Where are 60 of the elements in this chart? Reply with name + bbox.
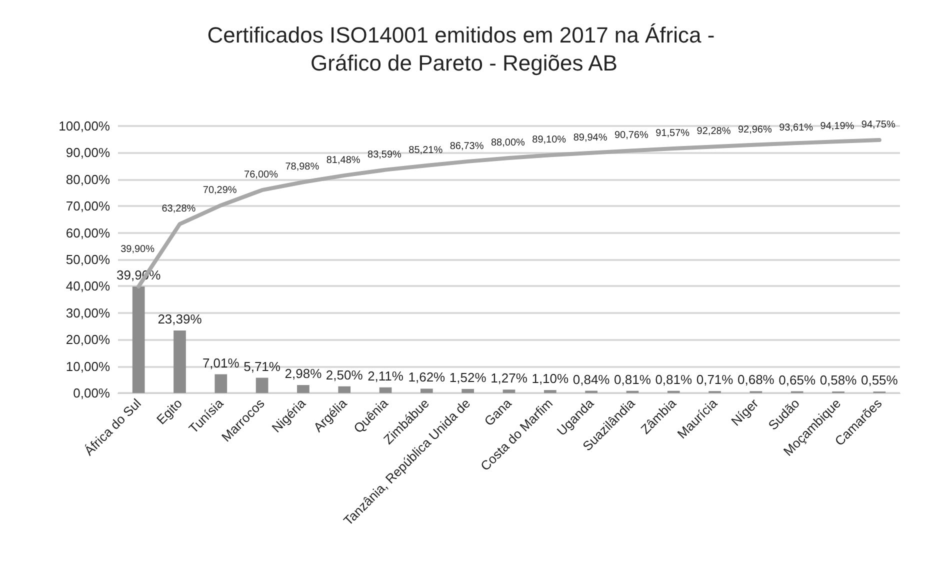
data-label: 7,01%	[202, 355, 240, 370]
bar	[256, 378, 268, 393]
data-label: 86,73%	[450, 140, 484, 152]
y-tick-label: 10,00%	[66, 358, 110, 374]
y-tick-label: 40,00%	[66, 278, 110, 294]
y-tick-label: 20,00%	[66, 332, 110, 348]
data-label: 39,90%	[120, 244, 155, 255]
y-tick-label: 60,00%	[66, 225, 110, 240]
data-label: 70,29%	[202, 184, 237, 196]
y-tick-label: 80,00%	[66, 172, 110, 187]
data-label: 0,81%	[655, 372, 692, 387]
data-label: 94,19%	[820, 121, 854, 132]
y-tick-label: 100,00%	[58, 118, 110, 134]
data-label: 89,94%	[573, 132, 608, 144]
data-label: 88,00%	[491, 138, 526, 149]
data-label: 2,98%	[284, 366, 322, 382]
y-tick-label: 70,00%	[66, 198, 110, 214]
data-label: 1,27%	[490, 370, 528, 386]
data-label: 0,58%	[820, 372, 858, 388]
bar	[174, 330, 186, 393]
y-tick-label: 0,00%	[73, 386, 110, 400]
y-tick-label: 50,00%	[66, 252, 110, 267]
data-label: 92,28%	[696, 126, 731, 138]
data-label: 83,59%	[368, 149, 402, 160]
chart-title: Certificados ISO14001 emitidos em 2017 na África - Gráfico de Pareto - Regiões AB	[207, 22, 721, 76]
bar	[132, 286, 145, 393]
bar	[379, 387, 392, 393]
data-label: 0,84%	[572, 372, 610, 387]
data-label: 85,21%	[408, 144, 443, 156]
data-label: 90,76%	[614, 130, 648, 142]
data-label: 23,39%	[158, 312, 202, 327]
bar	[502, 390, 516, 393]
data-label: 0,65%	[778, 372, 816, 388]
bar	[338, 386, 351, 393]
data-label: 1,52%	[449, 370, 487, 385]
data-label: 93,61%	[779, 122, 814, 134]
data-label: 2,50%	[326, 367, 364, 382]
data-label: 0,68%	[738, 372, 775, 388]
bar	[214, 374, 228, 393]
y-tick-label: 90,00%	[66, 145, 110, 160]
data-label: 0,81%	[614, 372, 652, 387]
data-label: 63,28%	[162, 204, 196, 215]
data-label: 1,10%	[532, 371, 570, 386]
data-label: 76,00%	[244, 170, 278, 181]
data-label: 2,11%	[368, 368, 404, 384]
bar	[544, 390, 556, 393]
data-label: 94,75%	[861, 120, 896, 131]
data-label: 92,96%	[738, 124, 772, 136]
bar	[462, 388, 474, 393]
data-label: 78,98%	[285, 162, 320, 173]
bar	[297, 385, 310, 393]
data-label: 0,71%	[696, 372, 734, 388]
data-label: 89,10%	[532, 134, 566, 146]
data-label: 0,55%	[860, 372, 898, 388]
data-label: 5,71%	[244, 358, 281, 374]
data-label: 91,57%	[656, 128, 690, 140]
data-label: 1,62%	[408, 370, 446, 385]
bar	[420, 388, 433, 393]
data-label: 81,48%	[326, 154, 360, 166]
y-tick-label: 30,00%	[66, 305, 110, 320]
